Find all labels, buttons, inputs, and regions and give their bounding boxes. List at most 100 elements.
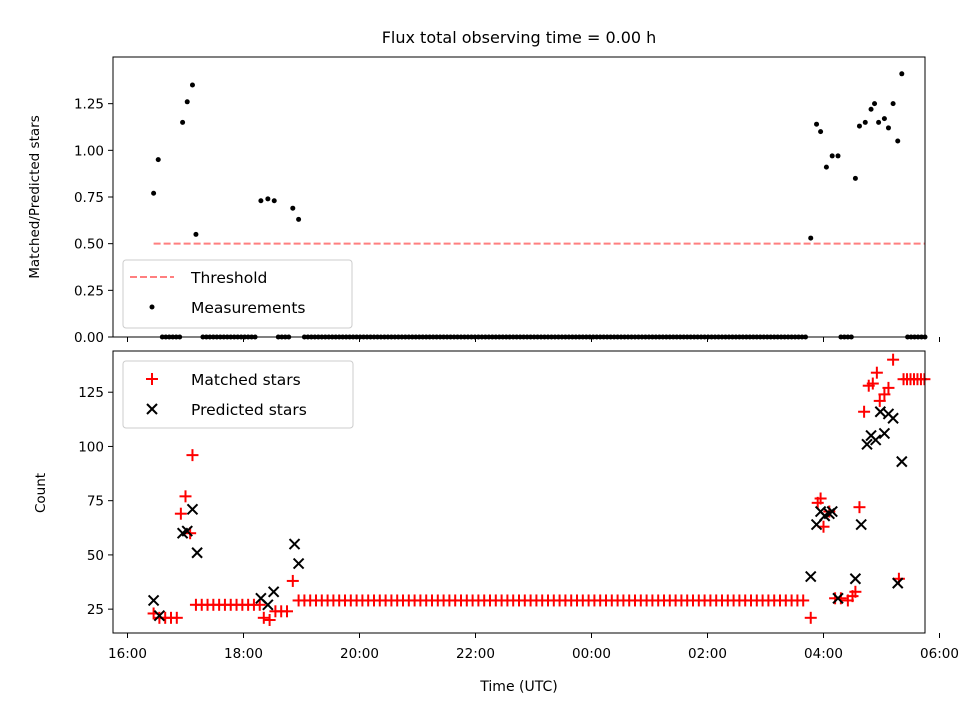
ratio-y-tick-label: 1.25 xyxy=(74,97,104,113)
matched-stars-point xyxy=(882,381,895,394)
matched-stars-point xyxy=(849,585,862,598)
measurement-point xyxy=(180,119,186,125)
count-y-axis-label: Count xyxy=(33,473,49,513)
measurement-point xyxy=(155,157,161,163)
predicted-stars-point xyxy=(288,538,301,550)
predicted-stars-point xyxy=(805,570,817,583)
ratio-y-tick-label: 0.50 xyxy=(74,237,104,253)
predicted-stars-point xyxy=(826,505,838,518)
ratio-y-tick-label: 0.00 xyxy=(74,330,104,346)
predicted-stars-point xyxy=(878,427,891,440)
matched-stars-point xyxy=(257,611,270,624)
matched-stars-point xyxy=(887,353,900,366)
predicted-stars-point xyxy=(887,412,899,424)
matched-stars-point xyxy=(170,611,183,624)
predicted-stars-point xyxy=(861,438,873,450)
count-y-tick-label: 125 xyxy=(78,385,104,401)
predicted-stars-point xyxy=(262,599,274,611)
time-x-tick-label: 06:00 xyxy=(920,646,959,662)
predicted-stars-point xyxy=(267,586,280,598)
predicted-stars-point xyxy=(191,547,203,559)
measurement-point xyxy=(890,101,896,107)
matched-stars-point xyxy=(174,507,187,520)
count-panel: Count Time (UTC) 25 50 75 100 125 16:00 18:00… xyxy=(33,350,959,695)
measurement-point xyxy=(265,196,271,202)
time-x-tick-label: 22:00 xyxy=(456,646,495,662)
measurement-point xyxy=(184,99,190,105)
matched-stars-point xyxy=(814,492,827,505)
measurement-point xyxy=(835,153,841,159)
measurement-point xyxy=(829,153,835,159)
chart-title: Flux total observing time = 0.00 h xyxy=(382,28,657,47)
ratio-y-axis-label: Matched/Predicted stars xyxy=(27,115,43,278)
measurement-point xyxy=(808,235,814,241)
predicted-stars-legend-marker xyxy=(146,403,158,415)
time-x-axis-label: Time (UTC) xyxy=(479,679,557,695)
ratio-y-tick-label: 0.75 xyxy=(74,190,104,206)
ratio-y-tick-label: 0.25 xyxy=(74,283,104,299)
predicted-stars-point xyxy=(832,592,844,604)
ratio-legend: Threshold Measurements xyxy=(122,259,353,329)
measurement-point xyxy=(823,164,829,170)
measurement-point xyxy=(881,116,887,122)
time-x-tick-label: 04:00 xyxy=(804,646,843,662)
matched-stars-point xyxy=(858,405,871,418)
measurement-point xyxy=(290,205,296,211)
count-plot-area xyxy=(147,353,931,626)
matched-stars-point xyxy=(804,611,817,624)
matched-stars-point xyxy=(873,394,886,407)
time-x-tick-label: 20:00 xyxy=(340,646,379,662)
predicted-stars-point xyxy=(147,594,160,607)
measurement-point xyxy=(814,121,820,127)
measurement-point xyxy=(151,190,157,196)
matched-stars-point xyxy=(918,373,931,386)
measurement-point xyxy=(258,198,264,204)
ratio-panel: Flux total observing time = 0.00 h Match… xyxy=(27,28,940,346)
time-x-tick-label: 16:00 xyxy=(108,646,147,662)
predicted-stars-point xyxy=(186,503,199,516)
threshold-legend-label: Threshold xyxy=(190,269,267,287)
measurement-point xyxy=(189,82,195,88)
count-legend: Matched stars Predicted stars xyxy=(122,360,354,429)
count-y-tick-label: 25 xyxy=(87,602,104,618)
measurement-point xyxy=(885,125,891,131)
matched-stars-point xyxy=(286,574,299,587)
measurement-point xyxy=(862,119,868,125)
matched-stars-point xyxy=(870,366,883,379)
predicted-stars-point xyxy=(874,406,887,418)
legend-box xyxy=(122,259,353,329)
time-x-axis: 16:00 18:00 20:00 22:00 00:00 02:00 04:00 06:00 xyxy=(108,633,959,662)
predicted-stars-point xyxy=(810,518,823,531)
matched-stars-point xyxy=(281,605,293,618)
predicted-stars-point xyxy=(896,455,908,468)
measurement-point xyxy=(876,119,882,125)
measurement-point xyxy=(899,71,905,77)
predicted-stars-legend-label: Predicted stars xyxy=(191,401,307,419)
predicted-stars-point xyxy=(855,518,867,531)
measurement-point xyxy=(856,123,862,129)
count-axes-frame xyxy=(112,350,926,634)
measurement-point xyxy=(296,216,302,222)
predicted-stars-point xyxy=(869,434,882,446)
matched-stars-point xyxy=(797,594,810,607)
matched-stars-legend-marker xyxy=(146,373,158,385)
count-y-tick-label: 75 xyxy=(87,494,104,510)
time-x-tick-label: 02:00 xyxy=(688,646,727,662)
matched-stars-point xyxy=(186,449,199,462)
matched-stars-legend-label: Matched stars xyxy=(191,371,301,389)
predicted-stars-point xyxy=(292,557,305,570)
count-y-axis: 25 50 75 100 125 xyxy=(78,385,113,618)
ratio-y-axis: 0.00 0.25 0.50 0.75 1.00 1.25 xyxy=(74,97,113,346)
predicted-stars-point xyxy=(892,577,904,589)
time-x-tick-label: 00:00 xyxy=(572,646,611,662)
ratio-axes-frame xyxy=(112,56,926,338)
measurement-point xyxy=(895,138,901,144)
matched-stars-point xyxy=(878,388,891,401)
predicted-stars-point xyxy=(153,609,166,622)
measurement-point xyxy=(872,101,878,107)
measurements-legend-marker xyxy=(149,304,155,310)
count-y-tick-label: 50 xyxy=(87,548,104,564)
matched-stars-point xyxy=(853,501,866,514)
